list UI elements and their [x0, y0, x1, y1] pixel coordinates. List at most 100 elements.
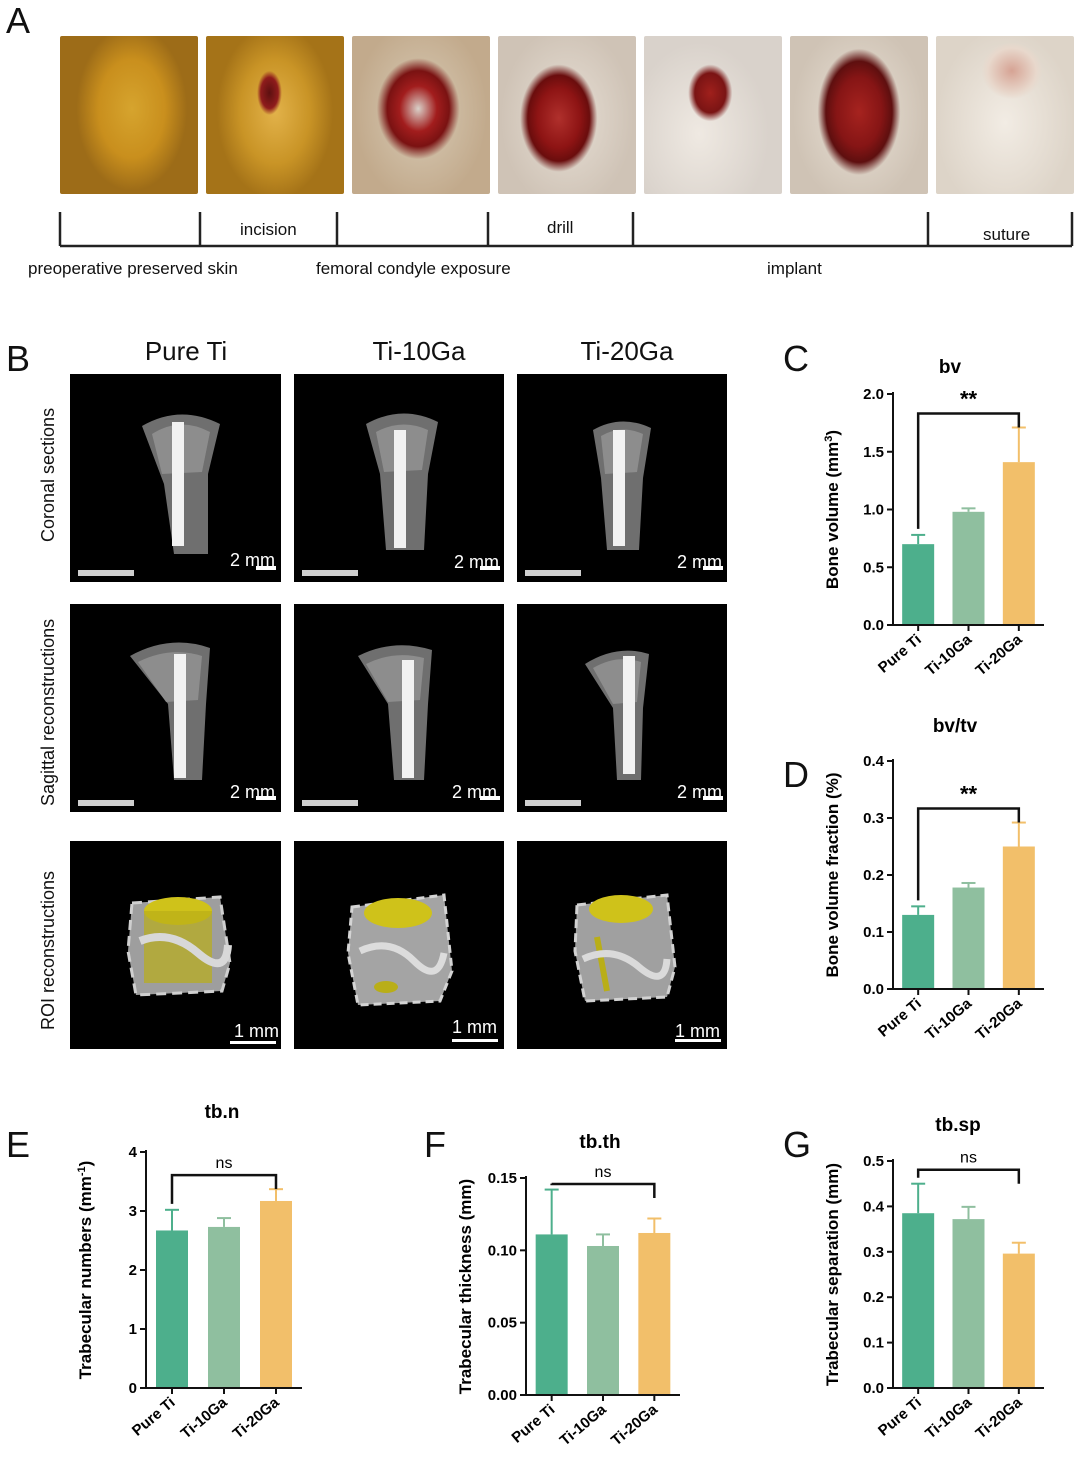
chart-title: tb.n [205, 1102, 240, 1123]
ct-roi-pure-ti: 1 mm [70, 841, 281, 1049]
x-tick-label: Pure Ti [129, 1394, 179, 1440]
bar-ti-10ga [587, 1245, 619, 1395]
panel-label-f: F [424, 1124, 446, 1165]
chart-title: tb.th [579, 1132, 620, 1153]
bar-ti-10ga [952, 887, 985, 989]
y-tick-label: 3 [129, 1203, 137, 1220]
y-tick-label: 2 [129, 1262, 137, 1279]
bar-ti-10ga [952, 511, 985, 625]
y-tick-label: 0.5 [863, 1153, 884, 1170]
step-label-incision: incision [240, 220, 297, 239]
y-tick-label: 0.2 [863, 867, 884, 884]
bar-pure-ti [902, 1213, 935, 1388]
bar-ti-10ga [208, 1226, 240, 1388]
x-tick-label: Ti-10Ga [178, 1394, 231, 1443]
significance-bracket [550, 1182, 656, 1198]
significance-bracket [916, 412, 1021, 529]
ct-coronal-pure-ti: 2 mm [70, 374, 281, 582]
y-tick-label: 4 [129, 1144, 138, 1161]
significance-label: ** [960, 782, 978, 807]
surgery-photo-implant-b [790, 36, 928, 194]
step-label-drill: drill [547, 218, 574, 237]
bar-ti-20ga [260, 1200, 292, 1388]
chart-title: bv/tv [933, 716, 978, 737]
ct-coronal-ti-10ga: 2 mm [294, 374, 504, 582]
bar-pure-ti [902, 914, 935, 989]
ct-coronal-ti-20ga: 2 mm [517, 374, 727, 582]
chart-svg: tb.n 0 1 2 3 4 Pure Ti Ti-10Ga Ti-20Ga Trabecular… [76, 1102, 302, 1443]
ct-roi-ti-20ga: 1 mm [517, 841, 727, 1049]
bar-pure-ti [535, 1234, 568, 1395]
y-tick-label: 0.05 [488, 1315, 517, 1332]
chart-tb-n: tb.n 0 1 2 3 4 Pure Ti Ti-10Ga Ti-20Ga Trabecular… [76, 1098, 350, 1466]
y-tick-label: 0.1 [863, 924, 884, 941]
chart-tb-sp: tb.sp 0.0 0.1 0.2 0.3 0.4 0.5 Pure Ti Ti-10Ga Ti-… [820, 1110, 1080, 1466]
scale-label: 1 mm [675, 1021, 720, 1041]
x-tick-label: Ti-10Ga [557, 1401, 610, 1450]
y-axis-label: Bone volume fraction (%) [823, 773, 842, 978]
y-tick-label: 0.0 [863, 981, 884, 998]
y-tick-label: 0.10 [488, 1242, 517, 1259]
y-tick-label: 0 [129, 1380, 137, 1397]
bar-ti-20ga [1002, 846, 1035, 989]
panel-label-a: A [6, 0, 31, 41]
significance-bracket [916, 807, 1021, 901]
bar-pure-ti [902, 544, 935, 625]
y-tick-label: 0.5 [863, 559, 884, 576]
surgery-photo-exposure [352, 36, 490, 194]
surgery-photo-incision [206, 36, 344, 194]
x-tick-label: Ti-20Ga [973, 631, 1026, 680]
y-axis-label: Trabecular numbers (mm-1) [76, 1161, 95, 1380]
scale-label: 2 mm [230, 550, 275, 570]
chart-tb-th: tb.th 0.00 0.05 0.10 0.15 Pure Ti Ti-10Ga Ti-20… [452, 1128, 732, 1466]
panel-label-e: E [6, 1124, 31, 1165]
bar-ti-20ga [1002, 1253, 1035, 1388]
y-tick-label: 0.4 [863, 1198, 885, 1215]
y-tick-label: 0.3 [863, 1244, 884, 1261]
y-tick-label: 0.1 [863, 1335, 884, 1352]
significance-bracket [170, 1173, 278, 1204]
ct-sagittal-pure-ti: 2 mm [70, 604, 281, 812]
step-label-preop: preoperative preserved skin [28, 259, 238, 278]
scale-label: 2 mm [452, 782, 497, 802]
chart-svg: tb.sp 0.0 0.1 0.2 0.3 0.4 0.5 Pure TiTi-10GaTi-… [823, 1115, 1044, 1443]
y-tick-label: 0.0 [863, 617, 884, 634]
x-tick-label: Pure Ti [509, 1401, 559, 1447]
y-tick-label: 0.0 [863, 1380, 884, 1397]
significance-bracket [916, 1168, 1021, 1184]
chart-title: tb.sp [935, 1115, 980, 1136]
step-label-exposure: femoral condyle exposure [316, 259, 511, 278]
panel-label-c: C [783, 338, 809, 379]
significance-label: ns [960, 1150, 977, 1167]
y-tick-label: 0.2 [863, 1289, 884, 1306]
panel-label-d: D [783, 754, 809, 795]
y-tick-label: 1 [129, 1321, 137, 1338]
step-label-implant: implant [767, 259, 822, 278]
panel-label-g: G [783, 1124, 812, 1165]
bar-ti-20ga [638, 1232, 671, 1395]
x-tick-label: Ti-10Ga [922, 1394, 975, 1443]
step-label-suture: suture [983, 225, 1031, 244]
x-tick-label: Pure Ti [875, 995, 925, 1041]
y-tick-label: 0.3 [863, 810, 884, 827]
bar-pure-ti [156, 1230, 188, 1388]
surgery-photo-implant-a [644, 36, 782, 194]
y-tick-label: 0.4 [863, 753, 885, 770]
ct-sagittal-ti-10ga: 2 mm [294, 604, 504, 812]
significance-label: ** [960, 386, 978, 411]
surgery-photo-suture [936, 36, 1074, 194]
scale-label: 1 mm [452, 1017, 497, 1037]
y-tick-label: 1.0 [863, 502, 884, 519]
column-header-ti-10ga: Ti-10Ga [372, 336, 466, 366]
column-header-ti-20ga: Ti-20Ga [580, 336, 674, 366]
bar-ti-10ga [952, 1219, 985, 1388]
y-axis-label: Trabecular separation (mm) [823, 1163, 842, 1386]
scale-label: 2 mm [230, 782, 275, 802]
x-tick-label: Ti-20Ga [608, 1401, 661, 1450]
y-tick-label: 2.0 [863, 386, 884, 403]
y-tick-label: 1.5 [863, 444, 884, 461]
row-label-coronal: Coronal sections [38, 407, 58, 542]
chart-svg: bv/tv 0.0 0.1 0.2 0.3 0.4 Pure TiTi-10GaTi-20G… [823, 716, 1044, 1043]
column-header-pure-ti: Pure Ti [144, 336, 228, 366]
bar-ti-20ga [1002, 462, 1035, 625]
